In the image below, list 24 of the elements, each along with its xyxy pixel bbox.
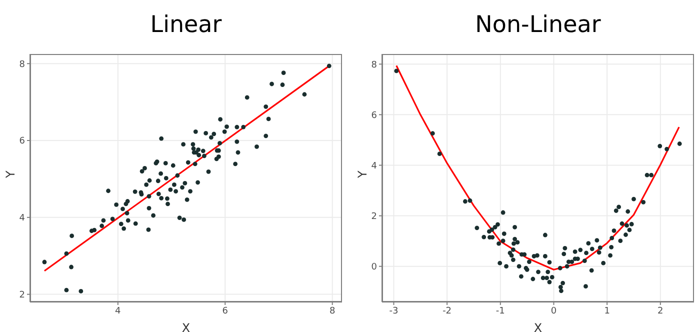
- x-tick-label: 1: [604, 306, 610, 316]
- y-tick-label: 4: [371, 161, 378, 172]
- y-tick-label: 2: [19, 290, 25, 301]
- x-tick-label: -1: [496, 306, 505, 316]
- x-axis-title: X: [534, 321, 542, 332]
- x-axis-title: X: [182, 321, 190, 332]
- y-tick-label: 0: [371, 262, 378, 273]
- y-axis-title: Y: [3, 170, 18, 179]
- y-tick-label: 6: [19, 136, 26, 147]
- x-tick-label: -3: [389, 306, 398, 316]
- y-tick-label: 8: [19, 60, 26, 70]
- chart-title: Non-Linear: [474, 12, 602, 38]
- chart-title: Linear: [149, 12, 223, 38]
- x-tick-label: 8: [329, 306, 336, 316]
- x-tick-label: 2: [658, 306, 664, 316]
- y-tick-label: 6: [371, 110, 378, 121]
- y-axis-title: Y: [355, 170, 370, 179]
- y-tick-label: 8: [371, 60, 378, 70]
- x-tick-label: 6: [222, 306, 228, 316]
- x-tick-label: -2: [442, 306, 452, 316]
- x-tick-label: 0: [550, 306, 557, 316]
- y-tick-label: 2: [371, 212, 377, 222]
- y-tick-label: 4: [19, 214, 26, 224]
- x-tick-label: 4: [115, 306, 122, 316]
